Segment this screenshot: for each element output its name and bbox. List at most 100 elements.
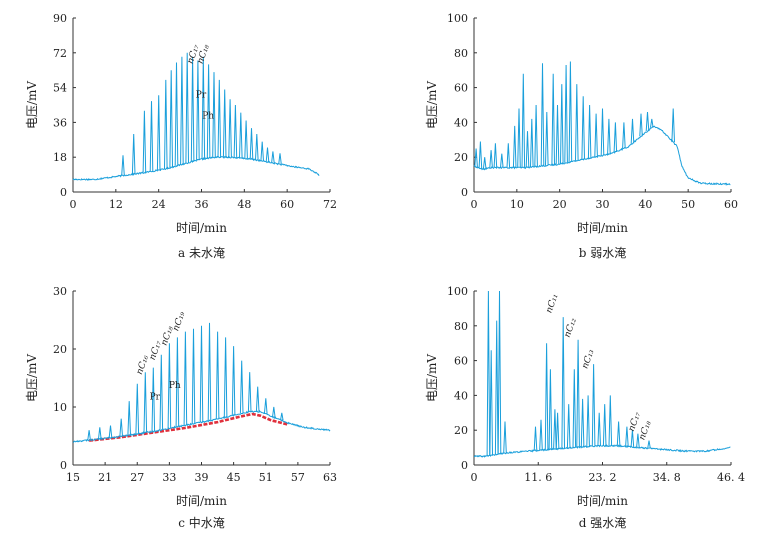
x-axis-label: 时间/min <box>176 221 227 235</box>
peak <box>639 113 643 137</box>
peak <box>560 84 564 164</box>
peak <box>568 61 573 163</box>
peak <box>497 290 502 455</box>
y-tick-label: 20 <box>53 343 67 356</box>
peak <box>233 104 238 158</box>
peak <box>503 421 507 454</box>
peak-annotation: Ph <box>202 112 214 122</box>
peak <box>650 118 654 128</box>
peak <box>553 409 557 450</box>
x-tick-label: 0 <box>70 198 77 211</box>
y-axis-label: 电压/mV <box>25 354 39 402</box>
x-tick-label: 51 <box>259 471 273 484</box>
peak <box>207 322 212 421</box>
chart-caption: c 中水淹 <box>178 515 225 530</box>
peak <box>525 131 530 168</box>
y-tick-label: 80 <box>454 320 468 333</box>
y-tick-label: 0 <box>60 459 67 472</box>
peak <box>551 73 555 165</box>
peak <box>622 122 626 149</box>
peak <box>215 331 220 420</box>
signal-baseline <box>72 155 320 181</box>
y-tick-label: 90 <box>53 12 67 25</box>
peak <box>482 157 487 169</box>
peak <box>572 369 577 448</box>
peak <box>249 128 254 160</box>
peak <box>143 372 148 433</box>
peak <box>489 350 493 456</box>
peak <box>135 383 140 435</box>
x-tick-label: 0 <box>471 471 478 484</box>
peak <box>98 427 102 439</box>
peak <box>539 419 543 451</box>
signal-baseline <box>473 125 731 186</box>
y-tick-label: 40 <box>454 116 468 129</box>
peak <box>494 320 499 455</box>
y-axis-label: 电压/mV <box>425 354 439 402</box>
peak <box>87 430 91 441</box>
x-tick-label: 23. 2 <box>589 471 617 484</box>
signal-baseline <box>473 444 731 458</box>
peak <box>149 101 154 172</box>
peak <box>564 64 568 163</box>
x-axis-label: 时间/min <box>577 221 628 235</box>
peak <box>119 418 123 437</box>
peak <box>183 331 188 426</box>
peak <box>586 395 590 447</box>
peak <box>600 108 605 156</box>
chart-d: 0 20 40 60 80 100 0 11. 6 23. 2 34. 8 46. 4 时间/min 电… <box>425 285 745 530</box>
peak <box>199 325 204 423</box>
peak <box>489 150 493 168</box>
x-tick-label: 72 <box>323 198 337 211</box>
peak <box>255 386 260 412</box>
peak-annotation: nC₁₉ <box>171 310 187 332</box>
peak <box>247 372 252 412</box>
peak <box>151 367 156 432</box>
peak <box>616 421 621 446</box>
x-tick-label: 11. 6 <box>524 471 552 484</box>
peak <box>156 95 161 171</box>
peak-annotation: nC₁₃ <box>580 348 596 370</box>
peak <box>167 343 172 429</box>
y-tick-label: 72 <box>53 47 67 60</box>
peak <box>625 426 629 447</box>
peak <box>493 143 498 168</box>
peak <box>566 404 571 449</box>
peak-annotation: Pr <box>196 90 207 100</box>
y-tick-label: 0 <box>461 459 468 472</box>
peak <box>530 118 534 168</box>
peak <box>555 104 560 165</box>
peak-annotation: nC₁₂ <box>563 317 579 339</box>
peak <box>581 96 585 160</box>
y-tick-label: 20 <box>454 151 468 164</box>
x-tick-label: 21 <box>98 471 112 484</box>
peak <box>587 104 592 159</box>
peak-annotation: Ph <box>169 381 181 391</box>
peak <box>222 89 227 158</box>
peak <box>486 290 491 456</box>
peak <box>174 62 179 166</box>
peak <box>185 52 189 164</box>
x-axis-label: 时间/min <box>176 494 227 508</box>
chart-caption: a 未水淹 <box>178 246 225 260</box>
ucm-curve <box>88 412 288 442</box>
peak <box>630 118 635 144</box>
x-tick-label: 27 <box>130 471 144 484</box>
y-tick-label: 54 <box>53 82 67 95</box>
x-tick-label: 60 <box>724 198 738 211</box>
y-axis-label: 电压/mV <box>425 81 439 129</box>
y-tick-label: 30 <box>53 285 67 298</box>
x-tick-label: 63 <box>323 471 337 484</box>
y-tick-label: 80 <box>454 47 468 60</box>
peak <box>517 108 521 168</box>
peak <box>555 412 560 449</box>
peak <box>575 84 579 161</box>
x-tick-label: 15 <box>66 471 80 484</box>
peak <box>521 73 526 168</box>
x-tick-label: 40 <box>638 198 652 211</box>
x-tick-label: 45 <box>227 471 241 484</box>
peak <box>164 79 168 169</box>
peak <box>190 56 195 162</box>
peak <box>272 406 276 418</box>
y-tick-label: 18 <box>53 151 67 164</box>
